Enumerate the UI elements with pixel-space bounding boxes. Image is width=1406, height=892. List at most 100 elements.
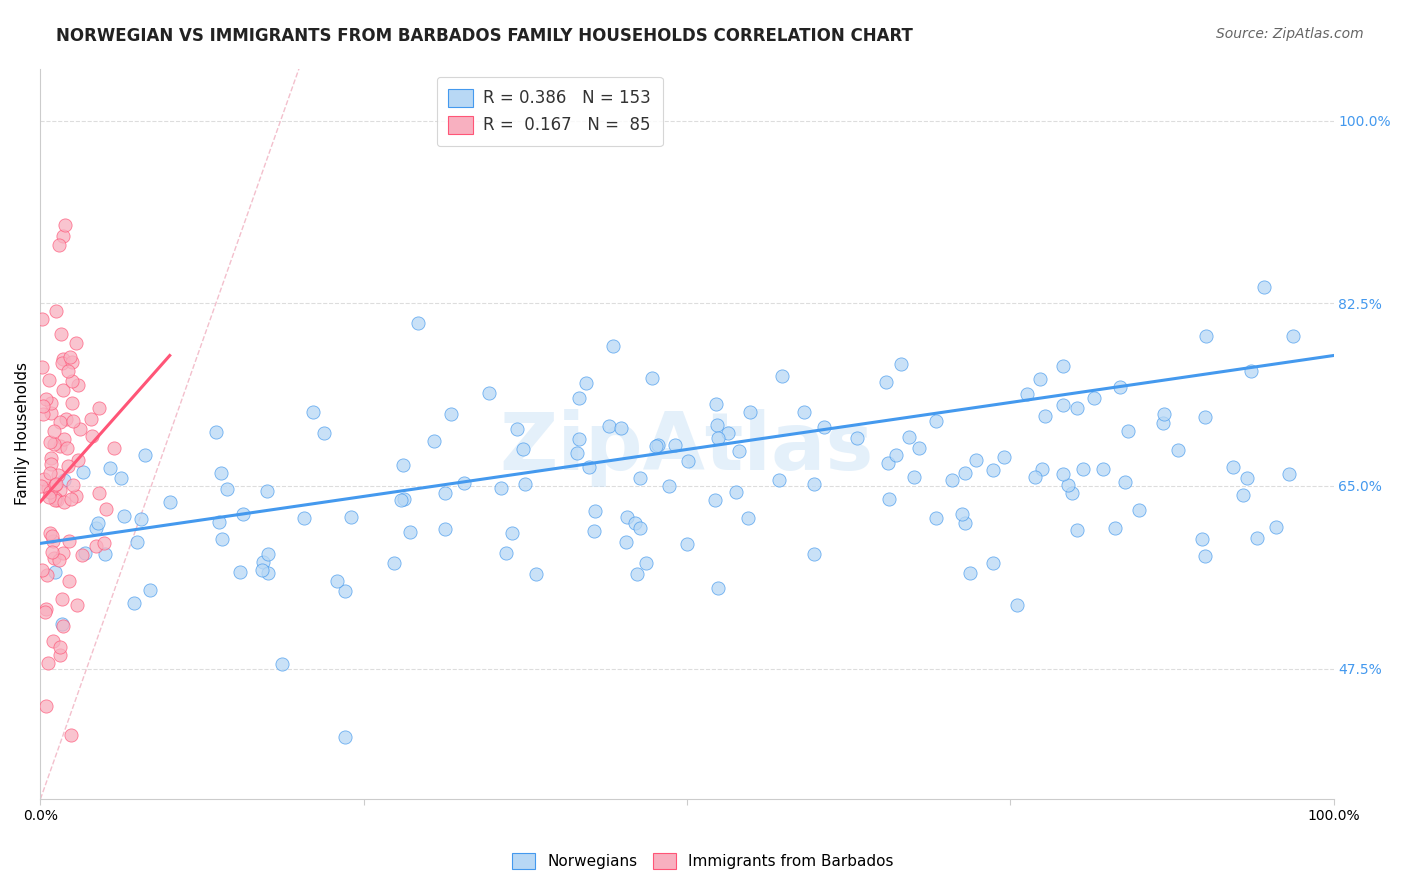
- Point: [60, 354, 83, 368]
- Point: [34, 605, 56, 619]
- Point: [478, 385, 501, 400]
- Point: [257, 548, 280, 562]
- Point: [568, 391, 591, 405]
- Point: [62, 414, 84, 428]
- Point: [48, 416, 70, 430]
- Point: [52, 473, 75, 487]
- Point: [84, 521, 107, 535]
- Point: [72, 465, 94, 479]
- Point: [1028, 372, 1050, 386]
- Point: [616, 510, 638, 524]
- Point: [60, 727, 83, 741]
- Point: [87, 516, 110, 530]
- Point: [31, 312, 53, 326]
- Point: [58, 574, 80, 588]
- Point: [803, 477, 825, 491]
- Point: [256, 484, 278, 499]
- Point: [675, 536, 697, 550]
- Point: [768, 473, 790, 487]
- Point: [312, 426, 335, 441]
- Point: [159, 494, 181, 508]
- Point: [44, 436, 66, 450]
- Point: [1052, 398, 1074, 412]
- Point: [647, 438, 669, 452]
- Point: [501, 525, 523, 540]
- Point: [32, 407, 55, 421]
- Text: Source: ZipAtlas.com: Source: ZipAtlas.com: [1216, 27, 1364, 41]
- Point: [583, 503, 606, 517]
- Point: [1114, 475, 1136, 489]
- Point: [565, 445, 588, 459]
- Point: [49, 327, 72, 342]
- Point: [45, 476, 67, 491]
- Point: [38, 490, 60, 504]
- Point: [641, 371, 664, 385]
- Point: [704, 493, 727, 508]
- Point: [983, 463, 1005, 477]
- Point: [55, 441, 77, 455]
- Point: [44, 478, 66, 492]
- Point: [1017, 386, 1039, 401]
- Point: [271, 657, 294, 671]
- Point: [1194, 410, 1216, 425]
- Point: [1222, 459, 1244, 474]
- Point: [41, 544, 63, 558]
- Point: [489, 481, 512, 495]
- Point: [34, 472, 56, 486]
- Point: [39, 457, 62, 471]
- Y-axis label: Family Households: Family Households: [15, 362, 30, 505]
- Point: [70, 548, 93, 562]
- Point: [252, 555, 274, 569]
- Point: [626, 567, 648, 582]
- Point: [1152, 416, 1174, 430]
- Point: [610, 421, 633, 435]
- Point: [256, 566, 278, 581]
- Point: [877, 456, 900, 470]
- Point: [59, 350, 82, 364]
- Point: [1052, 359, 1074, 373]
- Point: [66, 377, 89, 392]
- Point: [51, 356, 73, 370]
- Point: [877, 491, 900, 506]
- Point: [1194, 549, 1216, 563]
- Point: [1033, 409, 1056, 423]
- Point: [335, 730, 357, 744]
- Point: [292, 510, 315, 524]
- Point: [1066, 401, 1088, 416]
- Point: [134, 449, 156, 463]
- Point: [129, 512, 152, 526]
- Point: [575, 376, 598, 390]
- Point: [793, 404, 815, 418]
- Point: [678, 454, 700, 468]
- Point: [30, 479, 52, 493]
- Point: [35, 699, 58, 714]
- Point: [433, 522, 456, 536]
- Point: [46, 492, 69, 507]
- Point: [45, 304, 67, 318]
- Legend: Norwegians, Immigrants from Barbados: Norwegians, Immigrants from Barbados: [506, 847, 900, 875]
- Point: [55, 218, 77, 232]
- Point: [598, 418, 620, 433]
- Point: [38, 373, 60, 387]
- Point: [55, 412, 77, 426]
- Point: [737, 510, 759, 524]
- Point: [1066, 524, 1088, 538]
- Point: [1278, 467, 1301, 481]
- Point: [31, 359, 53, 374]
- Point: [82, 429, 104, 443]
- Point: [232, 507, 254, 521]
- Point: [110, 471, 132, 485]
- Point: [38, 466, 60, 480]
- Point: [58, 533, 80, 548]
- Point: [215, 483, 238, 497]
- Point: [1005, 599, 1028, 613]
- Point: [1118, 424, 1140, 438]
- Point: [907, 442, 929, 456]
- Point: [65, 335, 87, 350]
- Point: [953, 516, 976, 530]
- Point: [704, 397, 727, 411]
- Point: [423, 434, 446, 449]
- Point: [1073, 462, 1095, 476]
- Point: [94, 547, 117, 561]
- Point: [112, 509, 135, 524]
